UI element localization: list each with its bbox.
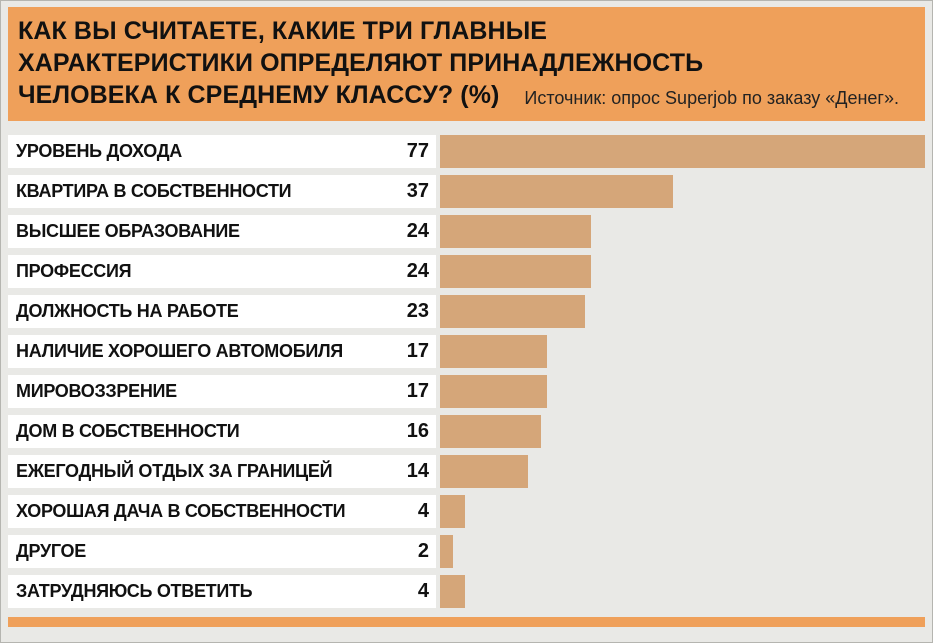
row-bar-area (440, 535, 925, 568)
row-label: ПРОФЕССИЯ (16, 261, 132, 281)
chart-row: ЗАТРУДНЯЮСЬ ОТВЕТИТЬ 4 (8, 575, 925, 608)
row-bar-area (440, 455, 925, 488)
row-label: ВЫСШЕЕ ОБРАЗОВАНИЕ (16, 221, 240, 241)
chart-row: ПРОФЕССИЯ 24 (8, 255, 925, 288)
row-value: 24 (406, 220, 429, 242)
row-bar (440, 255, 592, 288)
chart-title: КАК ВЫ СЧИТАЕТЕ, КАКИЕ ТРИ ГЛАВНЫЕ ХАРАК… (18, 17, 704, 109)
chart-source: Источник: опрос Superjob по заказу «Дене… (524, 88, 899, 108)
chart-row: ДОМ В СОБСТВЕННОСТИ 16 (8, 415, 925, 448)
row-label: ДРУГОЕ (16, 541, 86, 561)
row-bar (440, 175, 674, 208)
chart-row: ДРУГОЕ 2 (8, 535, 925, 568)
row-label: КВАРТИРА В СОБСТВЕННОСТИ (16, 181, 292, 201)
row-bar (440, 295, 585, 328)
chart-row: КВАРТИРА В СОБСТВЕННОСТИ 37 (8, 175, 925, 208)
row-label-box: ЗАТРУДНЯЮСЬ ОТВЕТИТЬ 4 (8, 575, 436, 608)
row-value: 17 (406, 340, 429, 362)
chart-header: КАК ВЫ СЧИТАЕТЕ, КАКИЕ ТРИ ГЛАВНЫЕ ХАРАК… (8, 7, 925, 121)
row-label-box: ДОМ В СОБСТВЕННОСТИ 16 (8, 415, 436, 448)
row-bar-area (440, 255, 925, 288)
row-bar (440, 575, 466, 608)
footer-strip (8, 617, 925, 627)
row-label-box: ВЫСШЕЕ ОБРАЗОВАНИЕ 24 (8, 215, 436, 248)
row-value: 24 (406, 260, 429, 282)
chart-row: МИРОВОЗЗРЕНИЕ 17 (8, 375, 925, 408)
chart-row: ХОРОШАЯ ДАЧА В СОБСТВЕННОСТИ 4 (8, 495, 925, 528)
row-label-box: ХОРОШАЯ ДАЧА В СОБСТВЕННОСТИ 4 (8, 495, 436, 528)
chart-rows: УРОВЕНЬ ДОХОДА 77 КВАРТИРА В СОБСТВЕННОСТИ… (8, 135, 925, 608)
row-label: ДОЛЖНОСТЬ НА РАБОТЕ (16, 301, 239, 321)
row-bar (440, 535, 453, 568)
row-label: ЗАТРУДНЯЮСЬ ОТВЕТИТЬ (16, 581, 253, 601)
row-value: 77 (406, 140, 429, 162)
row-label: ДОМ В СОБСТВЕННОСТИ (16, 421, 240, 441)
row-label: МИРОВОЗЗРЕНИЕ (16, 381, 177, 401)
row-label-box: МИРОВОЗЗРЕНИЕ 17 (8, 375, 436, 408)
row-bar (440, 455, 529, 488)
row-label-box: КВАРТИРА В СОБСТВЕННОСТИ 37 (8, 175, 436, 208)
row-bar (440, 415, 541, 448)
row-value: 4 (417, 580, 429, 602)
row-value: 4 (417, 500, 429, 522)
row-label: НАЛИЧИЕ ХОРОШЕГО АВТОМОБИЛЯ (16, 341, 343, 361)
chart-row: ВЫСШЕЕ ОБРАЗОВАНИЕ 24 (8, 215, 925, 248)
row-value: 2 (417, 540, 429, 562)
row-label-box: УРОВЕНЬ ДОХОДА 77 (8, 135, 436, 168)
row-value: 16 (406, 420, 429, 442)
row-bar-area (440, 295, 925, 328)
row-bar-area (440, 175, 925, 208)
row-bar-area (440, 215, 925, 248)
row-bar-area (440, 575, 925, 608)
row-bar-area (440, 415, 925, 448)
row-label-box: ДОЛЖНОСТЬ НА РАБОТЕ 23 (8, 295, 436, 328)
row-bar-area (440, 135, 925, 168)
chart-row: НАЛИЧИЕ ХОРОШЕГО АВТОМОБИЛЯ 17 (8, 335, 925, 368)
row-label: ХОРОШАЯ ДАЧА В СОБСТВЕННОСТИ (16, 501, 346, 521)
row-bar (440, 215, 592, 248)
chart-row: ДОЛЖНОСТЬ НА РАБОТЕ 23 (8, 295, 925, 328)
row-value: 17 (406, 380, 429, 402)
chart-row: УРОВЕНЬ ДОХОДА 77 (8, 135, 925, 168)
row-bar-area (440, 375, 925, 408)
row-bar (440, 135, 925, 168)
row-bar (440, 375, 548, 408)
row-bar-area (440, 495, 925, 528)
row-label-box: НАЛИЧИЕ ХОРОШЕГО АВТОМОБИЛЯ 17 (8, 335, 436, 368)
row-bar-area (440, 335, 925, 368)
row-label: УРОВЕНЬ ДОХОДА (16, 141, 182, 161)
row-value: 37 (406, 180, 429, 202)
chart-row: ЕЖЕГОДНЫЙ ОТДЫХ ЗА ГРАНИЦЕЙ 14 (8, 455, 925, 488)
row-value: 14 (406, 460, 429, 482)
row-value: 23 (406, 300, 429, 322)
row-label: ЕЖЕГОДНЫЙ ОТДЫХ ЗА ГРАНИЦЕЙ (16, 461, 333, 481)
row-label-box: ЕЖЕГОДНЫЙ ОТДЫХ ЗА ГРАНИЦЕЙ 14 (8, 455, 436, 488)
row-label-box: ПРОФЕССИЯ 24 (8, 255, 436, 288)
row-bar (440, 495, 466, 528)
row-label-box: ДРУГОЕ 2 (8, 535, 436, 568)
row-bar (440, 335, 548, 368)
